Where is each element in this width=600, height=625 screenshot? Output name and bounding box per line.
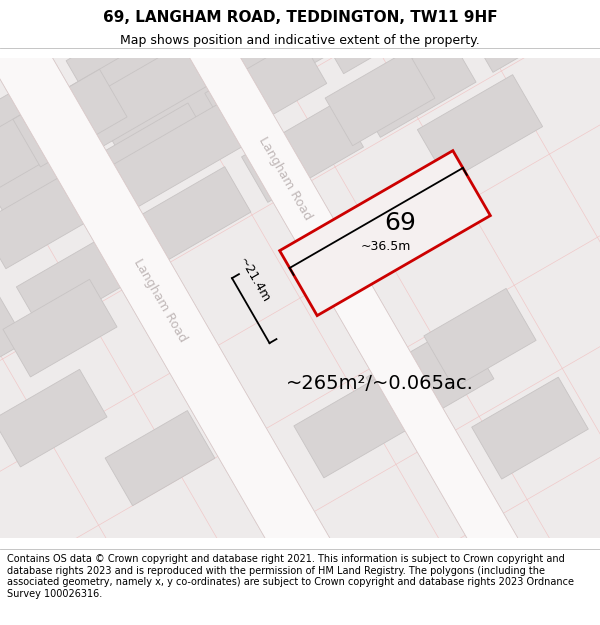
Polygon shape [103, 69, 225, 170]
Text: ~21.4m: ~21.4m [236, 255, 272, 305]
Polygon shape [205, 38, 327, 139]
Polygon shape [0, 104, 65, 205]
Polygon shape [280, 151, 490, 316]
Polygon shape [0, 369, 107, 467]
Polygon shape [0, 71, 76, 171]
Polygon shape [418, 74, 542, 182]
Polygon shape [294, 378, 406, 478]
Text: Langham Road: Langham Road [131, 256, 189, 344]
Text: Langham Road: Langham Road [256, 135, 314, 222]
Polygon shape [0, 134, 112, 235]
Polygon shape [101, 100, 249, 214]
Polygon shape [467, 0, 589, 72]
Polygon shape [430, 0, 552, 9]
Polygon shape [366, 322, 494, 434]
Text: Contains OS data © Crown copyright and database right 2021. This information is : Contains OS data © Crown copyright and d… [7, 554, 574, 599]
Polygon shape [66, 6, 188, 106]
Polygon shape [16, 232, 139, 332]
Text: Map shows position and indicative extent of the property.: Map shows position and indicative extent… [120, 34, 480, 48]
Polygon shape [317, 0, 439, 74]
Polygon shape [215, 4, 337, 105]
Polygon shape [179, 0, 301, 41]
Polygon shape [105, 411, 215, 506]
Polygon shape [13, 69, 127, 167]
Polygon shape [472, 377, 589, 479]
Polygon shape [424, 288, 536, 388]
Text: 69: 69 [384, 211, 416, 235]
Polygon shape [281, 0, 403, 10]
Polygon shape [3, 279, 117, 377]
Polygon shape [92, 103, 214, 204]
Polygon shape [66, 39, 214, 154]
Polygon shape [0, 297, 26, 398]
Polygon shape [129, 167, 251, 268]
Text: ~36.5m: ~36.5m [361, 240, 412, 253]
Text: ~265m²/~0.065ac.: ~265m²/~0.065ac. [286, 374, 474, 392]
Polygon shape [242, 102, 364, 202]
Polygon shape [0, 168, 101, 269]
Polygon shape [325, 51, 435, 146]
Polygon shape [168, 0, 290, 75]
Polygon shape [55, 39, 178, 140]
Text: 69, LANGHAM ROAD, TEDDINGTON, TW11 9HF: 69, LANGHAM ROAD, TEDDINGTON, TW11 9HF [103, 11, 497, 26]
Polygon shape [354, 37, 476, 138]
